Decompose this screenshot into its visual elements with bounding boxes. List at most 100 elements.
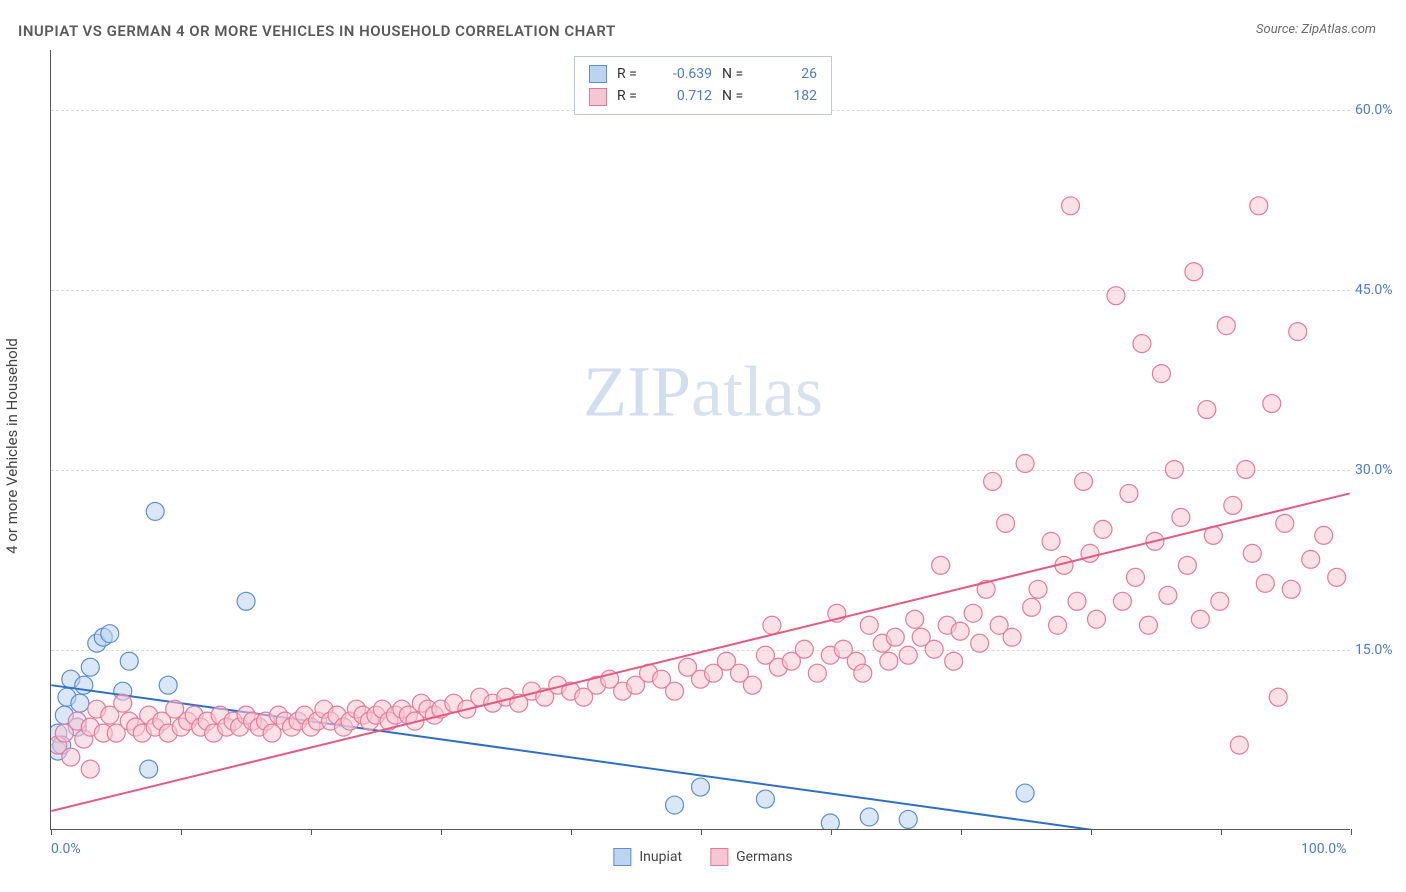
- data-point: [899, 646, 917, 664]
- scatter-chart: [51, 50, 1350, 829]
- x-tick-label: 0.0%: [51, 841, 81, 857]
- data-point: [1230, 736, 1248, 754]
- data-point: [1159, 586, 1177, 604]
- legend-n-value: 26: [762, 63, 817, 85]
- data-point: [1068, 592, 1086, 610]
- data-point: [1328, 568, 1346, 586]
- legend-swatch: [589, 65, 607, 83]
- data-point: [1023, 598, 1041, 616]
- data-point: [1217, 317, 1235, 335]
- x-tick-mark: [1221, 829, 1222, 835]
- data-point: [666, 796, 684, 814]
- data-point: [886, 628, 904, 646]
- data-point: [964, 604, 982, 622]
- data-point: [854, 664, 872, 682]
- legend-swatch: [589, 88, 607, 106]
- data-point: [1178, 556, 1196, 574]
- trend-line: [51, 493, 1349, 811]
- data-point: [925, 640, 943, 658]
- x-tick-label: 100.0%: [1301, 841, 1346, 857]
- data-point: [1003, 628, 1021, 646]
- data-point: [971, 634, 989, 652]
- data-point: [951, 622, 969, 640]
- x-tick-mark: [181, 829, 182, 835]
- data-point: [1029, 580, 1047, 598]
- data-point: [1237, 460, 1255, 478]
- legend-r-label: R =: [617, 63, 647, 85]
- data-point: [932, 556, 950, 574]
- legend-r-value: 0.712: [657, 85, 712, 107]
- chart-title: INUPIAT VS GERMAN 4 OR MORE VEHICLES IN …: [18, 22, 616, 40]
- data-point: [159, 676, 177, 694]
- data-point: [1133, 335, 1151, 353]
- y-tick-label: 30.0%: [1355, 462, 1406, 478]
- legend-n-label: N =: [722, 85, 752, 107]
- data-point: [1315, 526, 1333, 544]
- data-point: [1094, 520, 1112, 538]
- legend-swatch: [613, 848, 631, 866]
- x-tick-mark: [1091, 829, 1092, 835]
- legend-n-label: N =: [722, 63, 752, 85]
- data-point: [821, 814, 839, 829]
- data-point: [237, 592, 255, 610]
- data-point: [71, 694, 89, 712]
- data-point: [114, 694, 132, 712]
- data-point: [860, 808, 878, 826]
- y-tick-label: 15.0%: [1355, 642, 1406, 658]
- legend-series-label: Germans: [736, 849, 793, 865]
- data-point: [1185, 263, 1203, 281]
- legend-swatch: [710, 848, 728, 866]
- data-point: [743, 676, 761, 694]
- data-point: [1191, 610, 1209, 628]
- data-point: [1289, 323, 1307, 341]
- data-point: [763, 616, 781, 634]
- x-tick-mark: [51, 829, 52, 835]
- data-point: [880, 652, 898, 670]
- data-point: [146, 502, 164, 520]
- data-point: [1016, 784, 1034, 802]
- data-point: [1211, 592, 1229, 610]
- data-point: [1062, 197, 1080, 215]
- data-point: [1243, 544, 1261, 562]
- x-tick-mark: [441, 829, 442, 835]
- data-point: [899, 810, 917, 828]
- data-point: [1139, 616, 1157, 634]
- data-point: [984, 472, 1002, 490]
- y-axis-label: 4 or more Vehicles in Household: [3, 338, 21, 554]
- data-point: [1172, 508, 1190, 526]
- data-point: [1224, 496, 1242, 514]
- data-point: [1263, 395, 1281, 413]
- x-tick-mark: [571, 829, 572, 835]
- data-point: [756, 790, 774, 808]
- x-tick-mark: [961, 829, 962, 835]
- data-point: [1282, 580, 1300, 598]
- data-point: [1165, 460, 1183, 478]
- y-tick-label: 60.0%: [1355, 102, 1406, 118]
- legend-series-label: Inupiat: [639, 849, 682, 865]
- plot-area: 15.0%30.0%45.0%60.0%0.0%100.0%: [50, 50, 1350, 830]
- data-point: [1276, 514, 1294, 532]
- data-point: [997, 514, 1015, 532]
- data-point: [120, 652, 138, 670]
- data-point: [666, 682, 684, 700]
- data-point: [692, 778, 710, 796]
- series-legend: Inupiat Germans: [613, 848, 792, 866]
- data-point: [1198, 401, 1216, 419]
- data-point: [1250, 197, 1268, 215]
- correlation-legend: R =-0.639N =26R =0.712N =182: [574, 56, 832, 115]
- data-point: [795, 640, 813, 658]
- data-point: [101, 625, 119, 643]
- data-point: [945, 652, 963, 670]
- x-tick-mark: [311, 829, 312, 835]
- legend-r-label: R =: [617, 85, 647, 107]
- data-point: [1016, 454, 1034, 472]
- x-tick-mark: [831, 829, 832, 835]
- x-tick-mark: [1351, 829, 1352, 835]
- data-point: [81, 658, 99, 676]
- y-tick-label: 45.0%: [1355, 282, 1406, 298]
- data-point: [1081, 544, 1099, 562]
- legend-n-value: 182: [762, 85, 817, 107]
- data-point: [140, 760, 158, 778]
- data-point: [1042, 532, 1060, 550]
- x-tick-mark: [701, 829, 702, 835]
